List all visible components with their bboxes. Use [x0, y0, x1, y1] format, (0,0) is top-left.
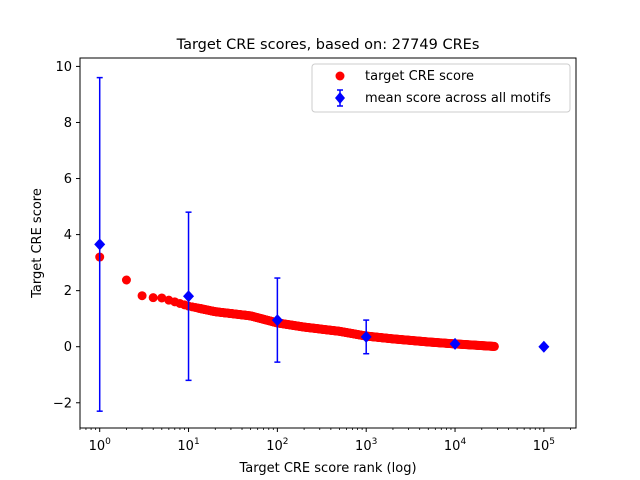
legend-label-mean-score: mean score across all motifs — [365, 91, 551, 106]
x-tick-label: 104 — [444, 437, 467, 454]
x-tick-label: 101 — [177, 437, 199, 454]
x-tick-exponent: 5 — [549, 437, 555, 447]
x-tick-exponent: 1 — [194, 437, 200, 447]
y-tick-label: 0 — [64, 340, 72, 355]
x-axis-label: Target CRE score rank (log) — [238, 461, 416, 476]
legend: target CRE score mean score across all m… — [311, 63, 571, 113]
x-tick-base: 10 — [533, 439, 550, 454]
x-tick-label: 105 — [533, 437, 555, 454]
y-tick-label: 8 — [64, 116, 72, 131]
x-tick-label: 102 — [266, 437, 288, 454]
target-score-point — [489, 341, 499, 351]
x-tick-label: 103 — [355, 437, 377, 454]
x-tick-label: 100 — [89, 437, 112, 454]
x-tick-base: 10 — [355, 439, 372, 454]
x-tick-base: 10 — [177, 439, 194, 454]
x-tick-exponent: 0 — [105, 437, 111, 447]
x-tick-exponent: 2 — [283, 437, 289, 447]
y-tick-label: 6 — [64, 172, 72, 187]
target-score-point — [137, 291, 147, 301]
y-tick-label: 10 — [55, 60, 72, 75]
chart-title: Target CRE scores, based on: 27749 CREs — [176, 37, 480, 53]
legend-box — [311, 63, 571, 113]
mean-score-point — [538, 340, 550, 353]
x-tick-base: 10 — [89, 439, 106, 454]
target-score-point — [121, 275, 131, 285]
legend-label-target-score: target CRE score — [365, 69, 474, 84]
mean-score-point — [449, 337, 461, 350]
legend-marker-mean-score — [335, 92, 345, 104]
x-axis: 100 101 102 103 104 105 — [79, 428, 572, 454]
mean-score-point — [183, 290, 195, 303]
y-axis: −2 0 2 4 6 8 10 — [53, 60, 80, 411]
axes-frame — [79, 57, 577, 429]
y-tick-label: 4 — [64, 228, 72, 243]
mean-score-point — [271, 314, 283, 327]
y-tick-label: −2 — [53, 396, 72, 411]
x-tick-base: 10 — [444, 439, 461, 454]
target-score-point — [157, 293, 167, 303]
x-tick-base: 10 — [266, 439, 283, 454]
x-tick-exponent: 4 — [460, 437, 466, 447]
legend-marker-target-score — [335, 71, 345, 81]
y-axis-label: Target CRE score — [30, 188, 45, 299]
target-score-point — [148, 293, 158, 303]
mean-score-point — [94, 238, 106, 251]
plot-area — [94, 76, 550, 412]
mean-score-point — [360, 330, 372, 343]
x-tick-exponent: 3 — [372, 437, 378, 447]
y-tick-label: 2 — [64, 284, 72, 299]
